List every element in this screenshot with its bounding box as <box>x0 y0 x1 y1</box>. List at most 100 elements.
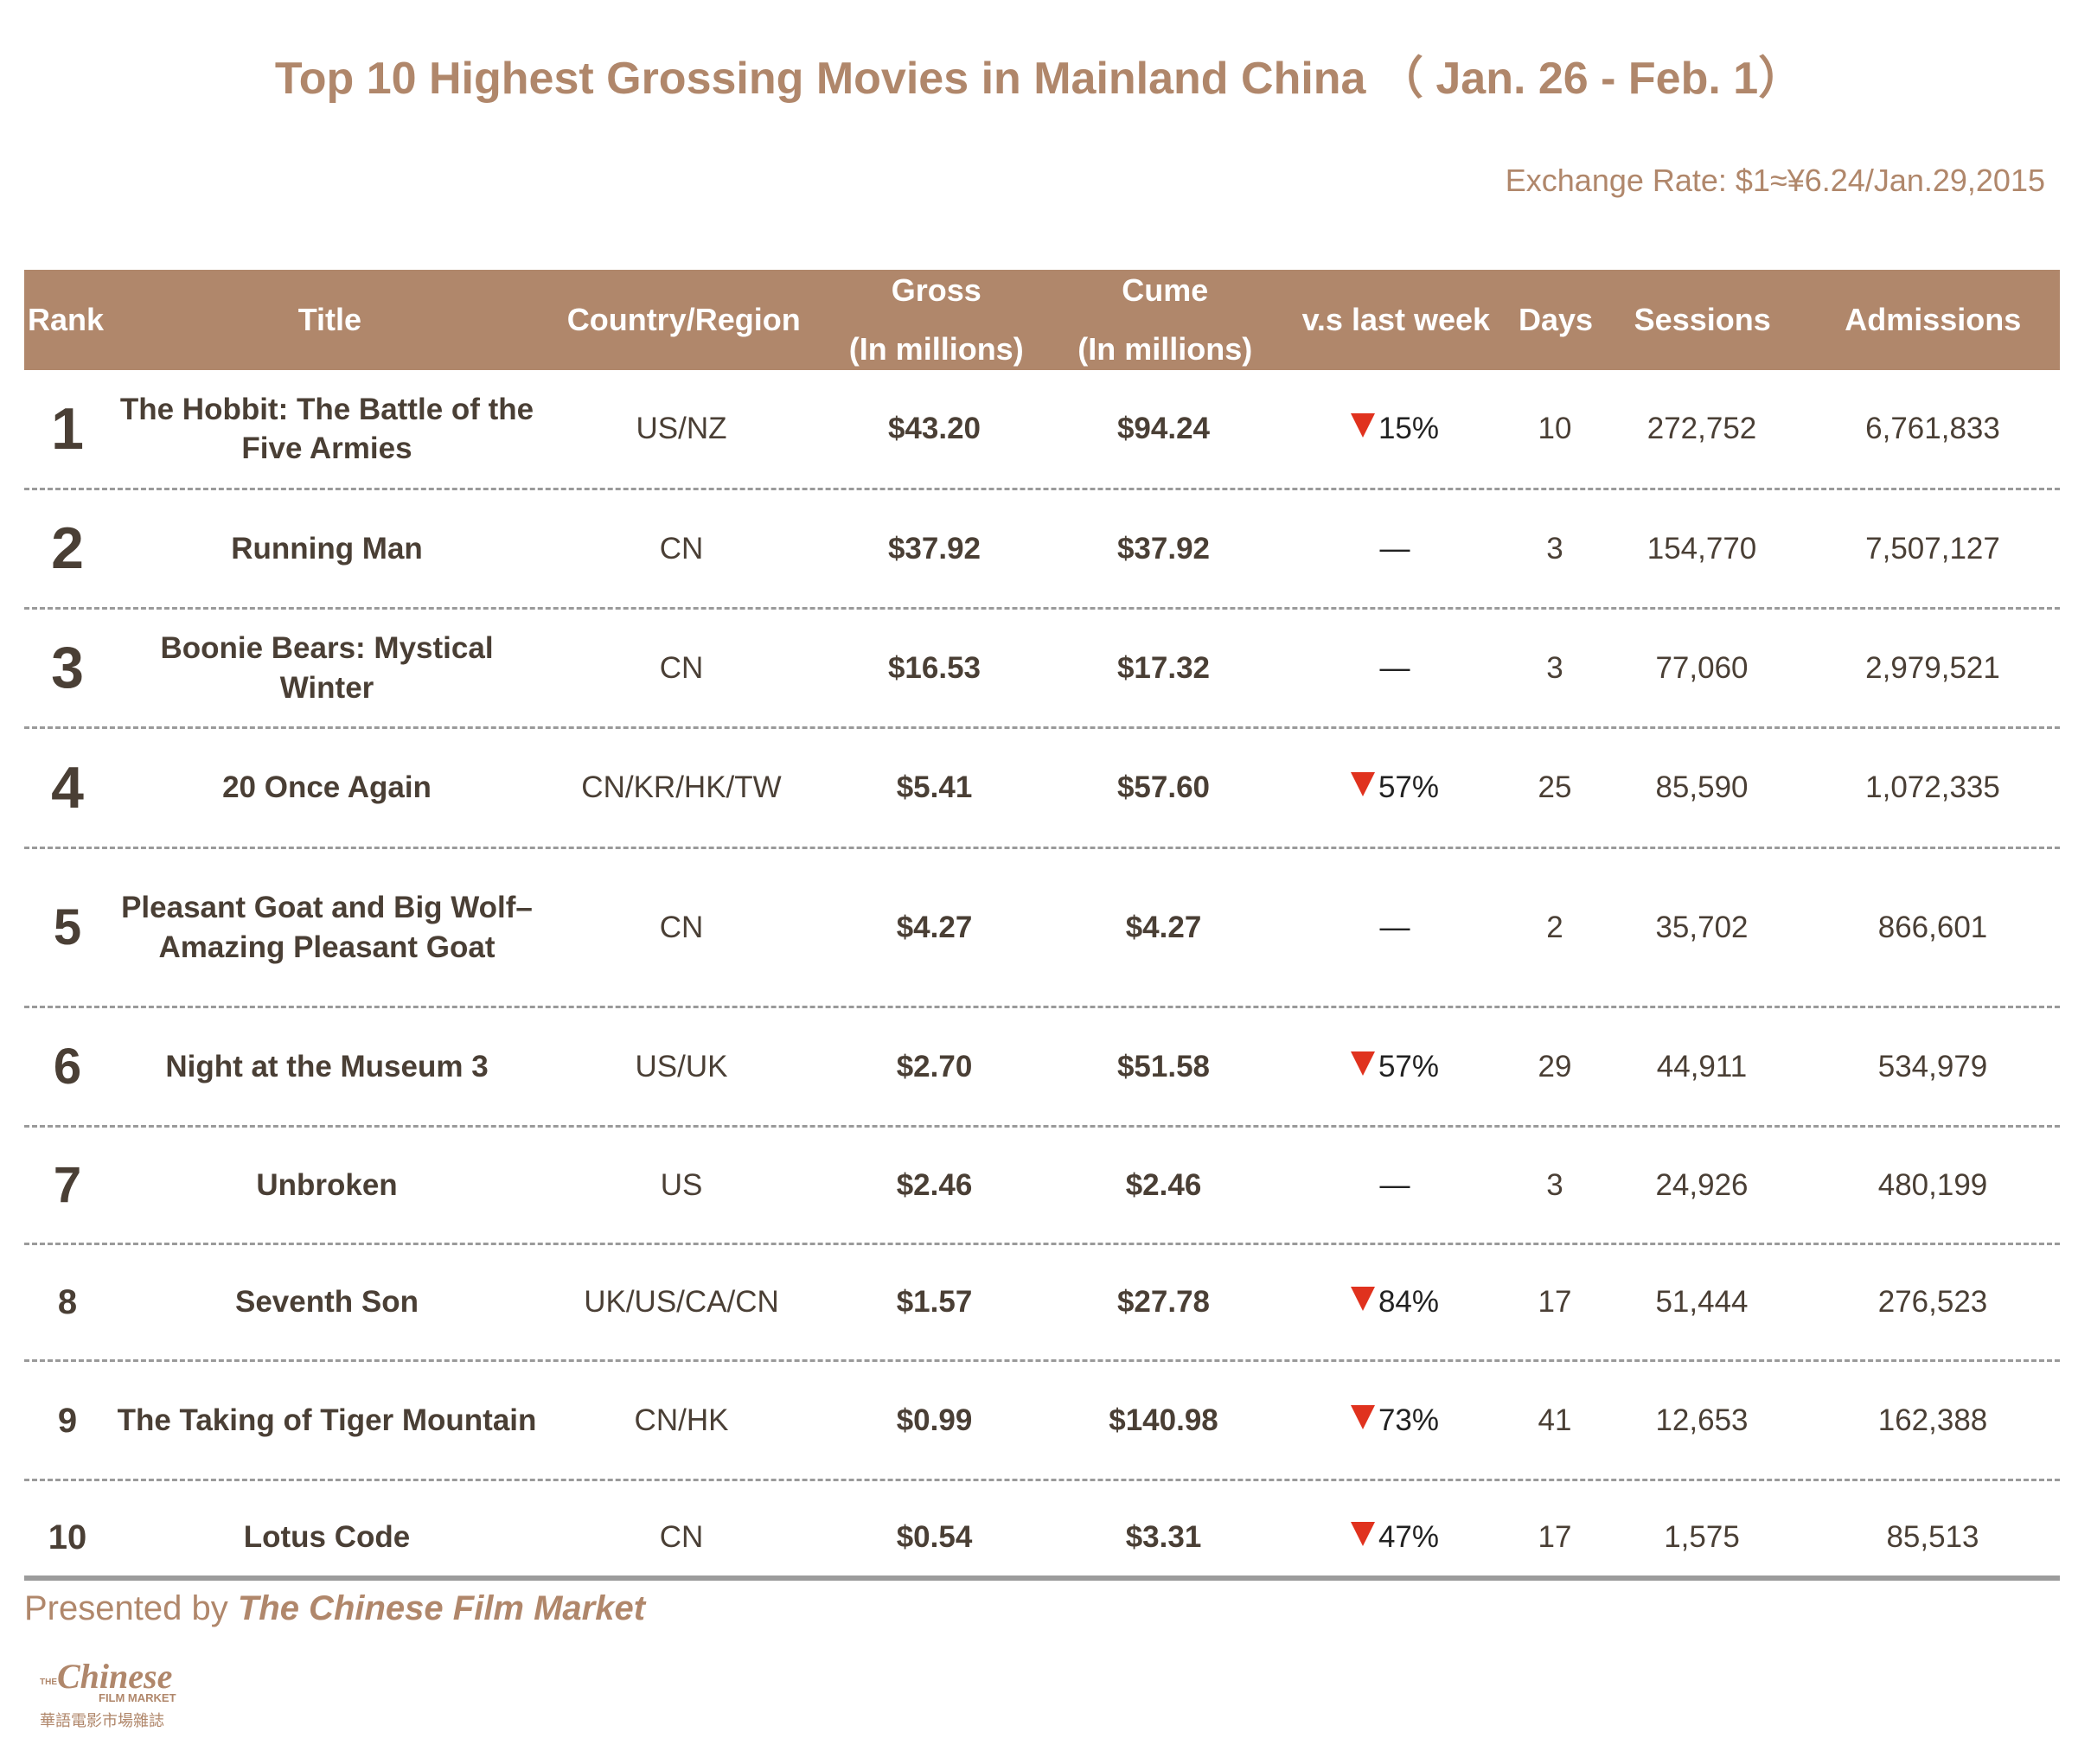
header-cume: Cume (In millions) <box>1051 270 1280 370</box>
days-cell: 25 <box>1538 770 1572 805</box>
header-admissions: Admissions <box>1845 302 2022 337</box>
admissions-cell: 866,601 <box>1877 910 1988 944</box>
header-cume-label: Cume <box>1122 272 1209 308</box>
rank-cell: 10 <box>48 1518 87 1556</box>
country-cell: CN/HK <box>634 1403 729 1437</box>
vs-last-week-value: 84% <box>1378 1285 1440 1320</box>
down-arrow-icon <box>1350 1522 1375 1546</box>
country-cell: US <box>660 1167 703 1202</box>
logo-chinese-text: Chinese <box>57 1657 172 1696</box>
rank-cell: 1 <box>51 395 84 462</box>
admissions-cell: 1,072,335 <box>1865 770 2000 805</box>
sessions-cell: 154,770 <box>1646 531 1757 566</box>
table-row: 6 Night at the Museum 3 US/UK $2.70 $51.58 57… <box>24 1008 2060 1128</box>
rank-cell: 6 <box>53 1038 82 1095</box>
title-cell: Lotus Code <box>243 1520 411 1555</box>
rank-cell: 5 <box>53 898 82 956</box>
days-cell: 10 <box>1538 412 1572 446</box>
title-cell: The Taking of Tiger Mountain <box>117 1403 537 1437</box>
vs-last-week-value: — <box>1379 531 1410 566</box>
table-row: 3 Boonie Bears: Mystical Winter CN $16.53 $1… <box>24 610 2060 729</box>
admissions-cell: 6,761,833 <box>1865 412 2000 446</box>
vs-last-week-cell: 47% <box>1278 1518 1512 1557</box>
vs-last-week-cell: — <box>1278 1166 1512 1205</box>
table-body: 1 The Hobbit: The Battle of the Five Armi… <box>24 370 2060 1594</box>
vs-last-week-cell: — <box>1278 649 1512 688</box>
cume-cell: $140.98 <box>1109 1403 1218 1437</box>
gross-cell: $0.54 <box>896 1520 973 1555</box>
vs-last-week-cell: 84% <box>1278 1282 1512 1322</box>
country-cell: CN <box>659 910 704 944</box>
box-office-table: Rank Title Country/Region Gross (In mill… <box>24 270 2060 1594</box>
vs-last-week-cell: 73% <box>1278 1401 1512 1441</box>
rank-cell: 4 <box>51 754 84 821</box>
title-cell: 20 Once Again <box>222 770 432 805</box>
days-cell: 41 <box>1538 1403 1572 1437</box>
vs-last-week-value: 57% <box>1378 770 1440 805</box>
admissions-cell: 2,979,521 <box>1865 650 2000 685</box>
header-vs-last-week: v.s last week <box>1301 302 1491 337</box>
down-arrow-icon <box>1350 413 1375 438</box>
days-cell: 17 <box>1538 1520 1572 1555</box>
admissions-cell: 480,199 <box>1877 1167 1988 1202</box>
days-cell: 3 <box>1546 531 1563 566</box>
rank-cell: 9 <box>57 1401 78 1440</box>
gross-cell: $43.20 <box>887 412 981 446</box>
table-row: 7 Unbroken US $2.46 $2.46 — 3 24,926 480,199 <box>24 1128 2060 1245</box>
vs-last-week-value: — <box>1379 1167 1410 1202</box>
down-arrow-icon <box>1350 772 1375 796</box>
sessions-cell: 85,590 <box>1655 770 1749 805</box>
country-cell: CN <box>659 650 704 685</box>
sessions-cell: 51,444 <box>1655 1285 1749 1320</box>
logo-the-text: THE <box>40 1678 57 1687</box>
cume-cell: $57.60 <box>1116 770 1211 805</box>
title-cell: Pleasant Goat and Big Wolf– Amazing Plea… <box>121 891 533 964</box>
gross-cell: $2.46 <box>896 1167 973 1202</box>
title-cell: Boonie Bears: Mystical Winter <box>160 631 494 705</box>
country-cell: UK/US/CA/CN <box>584 1285 779 1320</box>
title-cell: Unbroken <box>256 1167 398 1202</box>
title-cell: Seventh Son <box>235 1285 419 1320</box>
down-arrow-icon <box>1350 1404 1375 1429</box>
vs-last-week-cell: — <box>1278 908 1512 948</box>
gross-cell: $0.99 <box>896 1403 973 1437</box>
vs-last-week-cell: 15% <box>1278 409 1512 449</box>
header-sessions: Sessions <box>1634 302 1771 337</box>
cume-cell: $27.78 <box>1116 1285 1211 1320</box>
table-row: 2 Running Man CN $37.92 $37.92 — 3 154,770 7,507… <box>24 490 2060 610</box>
header-rank: Rank <box>28 302 105 337</box>
vs-last-week-value: 15% <box>1378 412 1440 446</box>
down-arrow-icon <box>1350 1051 1375 1076</box>
header-cume-unit: (In millions) <box>1077 331 1253 367</box>
table-row: 4 20 Once Again CN/KR/HK/TW $5.41 $57.60 57% 2… <box>24 729 2060 849</box>
vs-last-week-value: 73% <box>1378 1403 1440 1437</box>
table-row: 10 Lotus Code CN $0.54 $3.31 47% 17 1,575 85,513 <box>24 1481 2060 1594</box>
header-days: Days <box>1518 302 1594 337</box>
country-cell: CN <box>659 1520 704 1555</box>
country-cell: CN <box>659 531 704 566</box>
presented-by: Presented by The Chinese Film Market <box>24 1589 645 1628</box>
cume-cell: $37.92 <box>1116 531 1211 566</box>
vs-last-week-value: — <box>1379 910 1410 944</box>
gross-cell: $16.53 <box>887 650 981 685</box>
table-row: 8 Seventh Son UK/US/CA/CN $1.57 $27.78 84% 17 5… <box>24 1245 2060 1362</box>
vs-last-week-cell: 57% <box>1278 768 1512 808</box>
vs-last-week-cell: — <box>1278 529 1512 569</box>
admissions-cell: 7,507,127 <box>1865 531 2000 566</box>
cume-cell: $3.31 <box>1125 1520 1202 1555</box>
vs-last-week-value: 47% <box>1378 1520 1440 1555</box>
days-cell: 3 <box>1546 1167 1563 1202</box>
gross-cell: $4.27 <box>896 910 973 944</box>
sessions-cell: 24,926 <box>1655 1167 1749 1202</box>
gross-cell: $2.70 <box>896 1049 973 1083</box>
exchange-rate: Exchange Rate: $1≈¥6.24/Jan.29,2015 <box>1505 163 2045 198</box>
sessions-cell: 1,575 <box>1664 1520 1740 1555</box>
country-cell: CN/KR/HK/TW <box>581 770 782 805</box>
sessions-cell: 272,752 <box>1646 412 1757 446</box>
vs-last-week-value: 57% <box>1378 1049 1440 1083</box>
header-gross-label: Gross <box>891 272 981 308</box>
rank-cell: 2 <box>51 515 84 582</box>
sessions-cell: 35,702 <box>1655 910 1749 944</box>
cume-cell: $17.32 <box>1116 650 1211 685</box>
header-title: Title <box>297 302 362 337</box>
